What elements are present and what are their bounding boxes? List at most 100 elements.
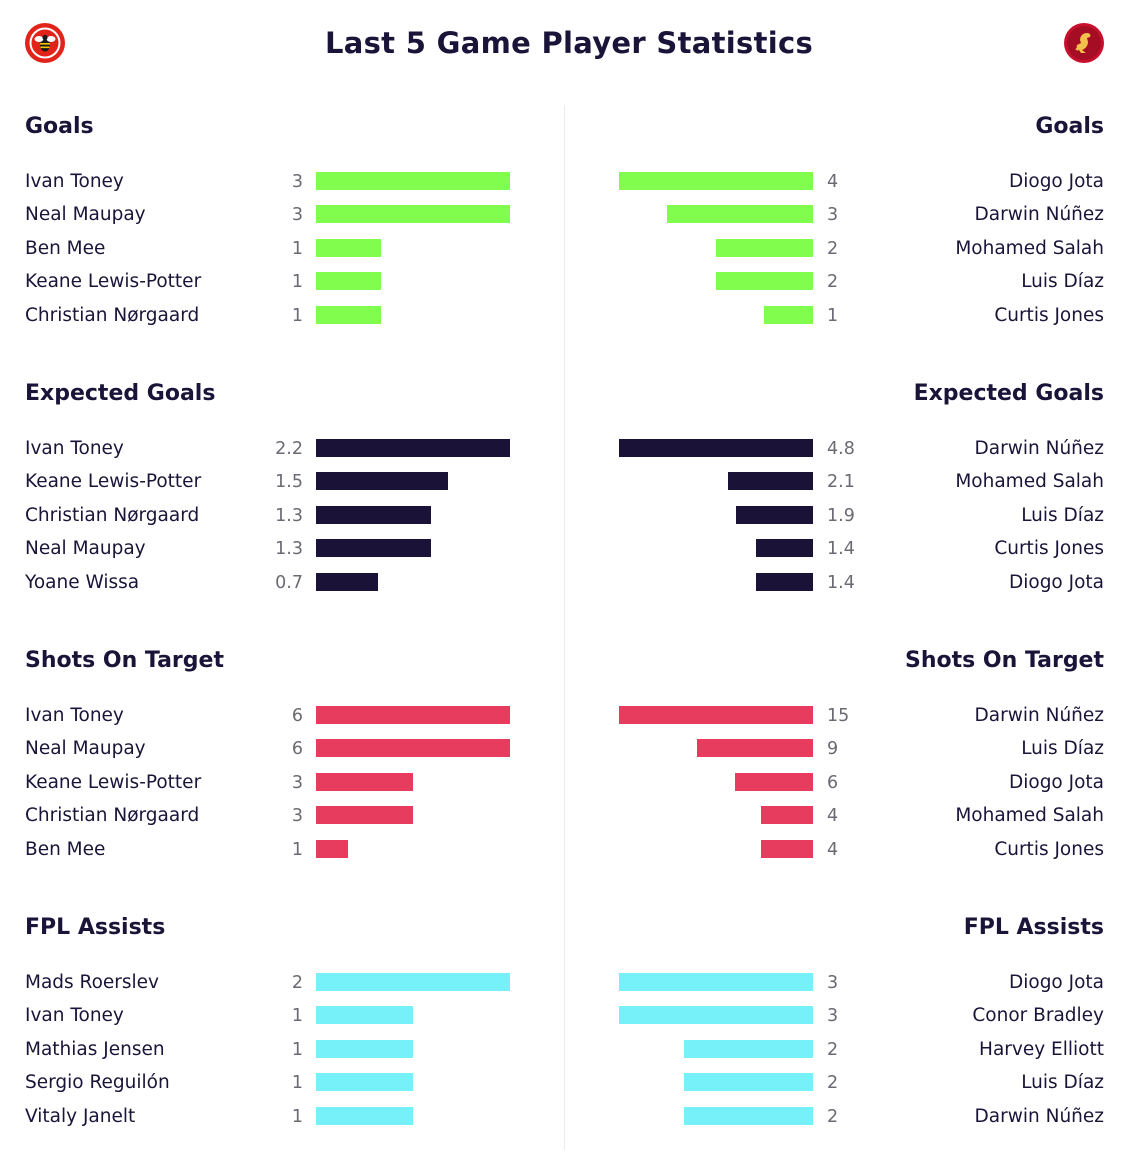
bar <box>716 238 813 257</box>
player-name: Curtis Jones <box>994 838 1104 860</box>
data-label: 2 <box>827 238 839 259</box>
bar <box>684 1039 813 1058</box>
player-name: Mathias Jensen <box>25 1038 165 1060</box>
player-name: Ivan Toney <box>25 705 124 726</box>
data-label: 4 <box>827 806 839 827</box>
player-name: Darwin Núñez <box>974 438 1104 459</box>
header: Last 5 Game Player Statistics <box>0 0 1138 90</box>
data-label: 0.7 <box>275 572 303 593</box>
player-row: Darwin Núñez 15 <box>569 701 1138 731</box>
player-row: Ivan Toney 1 <box>0 1001 569 1031</box>
bar <box>735 772 813 791</box>
bar <box>316 772 413 791</box>
player-name: Conor Bradley <box>972 1005 1104 1027</box>
data-label: 1 <box>291 1106 303 1127</box>
data-label: 6 <box>291 739 303 760</box>
bar <box>316 973 510 991</box>
player-row: Mads Roerslev 2 <box>0 968 569 998</box>
player-row: Diogo Jota 1.4 <box>569 568 1138 598</box>
left-goals-chart: Goals Ivan Toney 3 Neal Maupay 3 Ben Mee 1 Kean… <box>0 104 569 364</box>
right-fpl-assists-chart: FPL Assists Diogo Jota 3 Conor Bradley 3 Harv… <box>569 905 1138 1165</box>
player-row: Darwin Núñez 2 <box>569 1102 1138 1132</box>
player-row: Luis Díaz 2 <box>569 267 1138 297</box>
player-row: Ivan Toney 2.2 <box>0 434 569 464</box>
player-name: Keane Lewis-Potter <box>25 471 202 493</box>
player-name: Christian Nørgaard <box>25 504 200 526</box>
player-name: Christian Nørgaard <box>25 805 200 827</box>
bar <box>316 806 413 825</box>
player-name: Luis Díaz <box>1021 504 1104 526</box>
data-label: 2 <box>827 1039 839 1060</box>
bar <box>728 472 813 491</box>
player-name: Harvey Elliott <box>979 1038 1104 1060</box>
bar <box>316 739 510 758</box>
data-label: 1 <box>291 1073 303 1094</box>
player-row: Mohamed Salah 4 <box>569 801 1138 831</box>
player-row: Luis Díaz 1.9 <box>569 501 1138 531</box>
player-name: Ben Mee <box>25 838 106 860</box>
player-name: Christian Nørgaard <box>25 304 200 326</box>
player-name: Yoane Wissa <box>25 571 140 593</box>
bar <box>316 839 348 858</box>
player-row: Curtis Jones 4 <box>569 835 1138 865</box>
left-fpl-assists-chart: FPL Assists Mads Roerslev 2 Ivan Toney 1 Math… <box>0 905 569 1165</box>
data-label: 1 <box>827 305 839 326</box>
bar <box>316 505 431 524</box>
bar <box>716 272 813 291</box>
chart-title: FPL Assists <box>25 915 166 940</box>
player-row: Christian Nørgaard 1 <box>0 301 569 331</box>
player-name: Curtis Jones <box>994 538 1104 560</box>
chart-title: Shots On Target <box>25 648 224 673</box>
data-label: 3 <box>827 1006 839 1027</box>
bar <box>316 172 510 190</box>
player-row: Darwin Núñez 4.8 <box>569 434 1138 464</box>
data-label: 2 <box>827 272 839 293</box>
player-row: Luis Díaz 9 <box>569 734 1138 764</box>
data-label: 1 <box>291 272 303 293</box>
player-row: Harvey Elliott 2 <box>569 1035 1138 1065</box>
data-label: 1.3 <box>275 539 303 560</box>
bar <box>619 1006 813 1025</box>
player-name: Diogo Jota <box>1008 171 1104 192</box>
bar <box>316 1106 413 1125</box>
player-row: Mohamed Salah 2.1 <box>569 467 1138 497</box>
data-label: 3 <box>291 806 303 827</box>
player-row: Keane Lewis-Potter 1.5 <box>0 467 569 497</box>
player-name: Curtis Jones <box>994 304 1104 326</box>
player-name: Diogo Jota <box>1008 771 1104 793</box>
player-name: Ivan Toney <box>25 171 124 192</box>
player-row: Neal Maupay 1.3 <box>0 534 569 564</box>
player-row: Curtis Jones 1.4 <box>569 534 1138 564</box>
player-name: Neal Maupay <box>25 204 146 226</box>
player-name: Ivan Toney <box>25 1005 124 1027</box>
data-label: 9 <box>827 739 839 760</box>
data-label: 4.8 <box>827 439 855 459</box>
player-row: Keane Lewis-Potter 1 <box>0 267 569 297</box>
player-name: Luis Díaz <box>1021 1072 1104 1094</box>
player-name: Darwin Núñez <box>974 204 1104 226</box>
player-row: Yoane Wissa 0.7 <box>0 568 569 598</box>
liverpool-panel: Goals Diogo Jota 4 Darwin Núñez 3 Mohamed Sal… <box>569 0 1138 1150</box>
data-label: 2 <box>291 973 303 993</box>
player-name: Mohamed Salah <box>955 237 1104 259</box>
data-label: 2 <box>827 1106 839 1127</box>
player-row: Mohamed Salah 2 <box>569 234 1138 264</box>
player-name: Neal Maupay <box>25 538 146 560</box>
player-name: Vitaly Janelt <box>25 1105 136 1127</box>
chart-title: Goals <box>25 114 94 139</box>
data-label: 1 <box>291 1006 303 1027</box>
player-row: Darwin Núñez 3 <box>569 200 1138 230</box>
player-row: Vitaly Janelt 1 <box>0 1102 569 1132</box>
player-row: Ivan Toney 6 <box>0 701 569 731</box>
player-name: Keane Lewis-Potter <box>25 271 202 293</box>
bar <box>619 706 813 724</box>
bee-crest-icon <box>25 23 65 63</box>
player-name: Mohamed Salah <box>955 805 1104 827</box>
player-row: Christian Nørgaard 3 <box>0 801 569 831</box>
bar <box>316 572 378 591</box>
player-row: Christian Nørgaard 1.3 <box>0 501 569 531</box>
data-label: 1.4 <box>827 539 855 560</box>
data-label: 6 <box>291 706 303 726</box>
data-label: 3 <box>827 205 839 226</box>
bar <box>761 806 813 825</box>
